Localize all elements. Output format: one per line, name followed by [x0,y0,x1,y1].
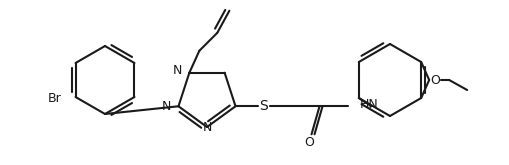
Text: Br: Br [48,93,62,105]
Text: O: O [430,73,439,86]
Text: O: O [304,136,314,149]
Text: S: S [259,99,267,113]
Text: N: N [162,100,171,113]
Text: HN: HN [359,98,378,111]
Text: N: N [202,121,211,134]
Text: N: N [173,64,182,77]
